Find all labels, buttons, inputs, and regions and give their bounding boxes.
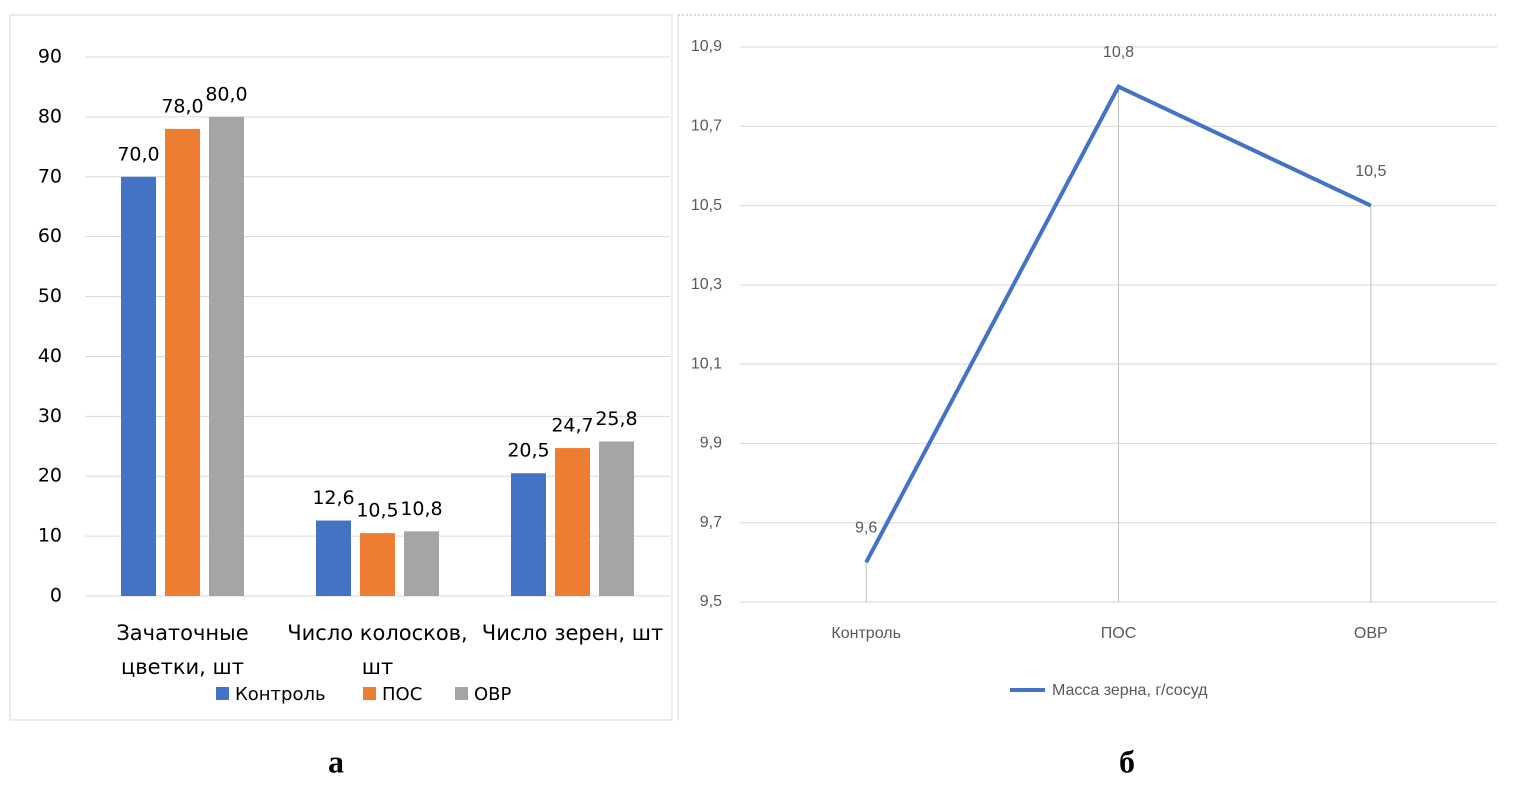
legend-label: Масса зерна, г/сосуд <box>1052 682 1208 699</box>
x-tick-label: Зачаточные цветки, шт <box>116 621 249 679</box>
y-tick-label: 9,7 <box>700 514 722 531</box>
bar <box>511 473 546 596</box>
panel-label: а <box>328 743 344 779</box>
bar <box>316 520 351 596</box>
data-label: 20,5 <box>507 440 549 462</box>
y-tick-label: 9,5 <box>700 593 722 610</box>
x-tick-label: Число колосков, шт <box>287 621 468 679</box>
data-label: 10,8 <box>1103 44 1134 61</box>
data-label: 24,7 <box>551 415 593 437</box>
x-tick-label: Число зерен, шт <box>481 621 664 645</box>
y-tick-label: 10,9 <box>691 38 722 55</box>
x-tick-label-box: Число колосков, шт <box>287 621 468 679</box>
y-tick-label: 60 <box>38 225 62 247</box>
y-tick-label: 20 <box>38 465 62 487</box>
y-tick-label: 30 <box>38 405 62 427</box>
x-tick-label: ПОС <box>1101 625 1137 642</box>
data-label: 25,8 <box>595 408 637 430</box>
y-tick-label: 10,7 <box>691 118 722 135</box>
y-tick-label: 0 <box>50 585 62 607</box>
y-tick-label: 90 <box>38 46 62 68</box>
y-tick-label: 10,5 <box>691 197 722 214</box>
data-label: 10,5 <box>1355 163 1386 180</box>
legend-label: ОВР <box>474 684 512 705</box>
x-tick-label-box: Зачаточные цветки, шт <box>116 621 249 679</box>
y-tick-label: 50 <box>38 285 62 307</box>
panel-border <box>9 14 673 721</box>
data-label: 78,0 <box>161 95 203 117</box>
legend-swatch <box>216 687 229 700</box>
y-tick-label: 40 <box>38 345 62 367</box>
y-tick-label: 10,3 <box>691 276 722 293</box>
panel-label: б <box>1119 743 1135 779</box>
y-tick-label: 10 <box>38 525 62 547</box>
legend-label: Контроль <box>235 684 326 705</box>
x-tick-label-box: Число зерен, шт <box>481 621 664 645</box>
data-label: 9,6 <box>855 520 877 537</box>
legend-swatch <box>363 687 376 700</box>
bar <box>555 448 590 596</box>
bar <box>209 116 244 596</box>
data-label: 70,0 <box>117 143 159 165</box>
x-tick-label: ОВР <box>1354 625 1388 642</box>
data-label: 10,5 <box>356 500 398 522</box>
data-label: 12,6 <box>312 487 354 509</box>
line <box>864 84 1372 564</box>
y-tick-label: 80 <box>38 105 62 127</box>
y-tick-label: 9,9 <box>700 435 722 452</box>
y-tick-label: 70 <box>38 165 62 187</box>
legend-label: ПОС <box>382 684 422 705</box>
bar <box>165 128 200 596</box>
data-label: 80,0 <box>205 83 247 105</box>
legend-swatch <box>455 687 468 700</box>
bar <box>121 176 156 596</box>
x-tick-label: Контроль <box>831 625 901 642</box>
bar <box>404 531 439 596</box>
bar <box>360 533 395 596</box>
bar <box>599 441 634 596</box>
y-tick-label: 10,1 <box>691 355 722 372</box>
data-label: 10,8 <box>400 498 442 520</box>
